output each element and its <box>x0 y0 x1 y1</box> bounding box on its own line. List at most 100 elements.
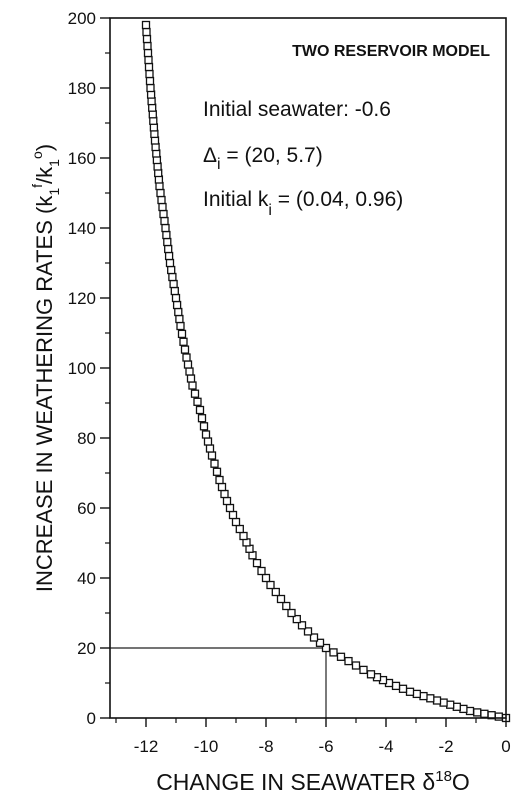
data-point <box>336 652 346 661</box>
data-point-marker <box>142 34 152 44</box>
x-axis-ticks: -12 -10 -8 -6 -4 -2 0 <box>115 718 511 756</box>
data-point <box>207 451 217 460</box>
data-point-marker <box>329 648 338 657</box>
y-axis-title-main: INCREASE IN WEATHERING RATES (k <box>32 195 57 592</box>
y-tick-label: 60 <box>77 499 96 518</box>
data-point <box>182 353 191 362</box>
data-point-marker <box>261 573 271 583</box>
annotation-delta-subscript: i <box>217 156 221 173</box>
data-point-marker <box>148 103 157 112</box>
y-tick-label: 140 <box>68 219 96 238</box>
data-point-marker <box>157 195 166 205</box>
data-point-marker <box>212 467 222 476</box>
y-axis-title-superscript-1: f <box>29 184 45 188</box>
annotation-initial-k: Initial ki = (0.04, 0.96) <box>203 188 403 219</box>
data-point-marker <box>210 459 219 468</box>
y-tick-label: 40 <box>77 569 96 588</box>
data-point <box>297 621 307 630</box>
annotation-initial-k-prefix: Initial k <box>203 188 269 211</box>
annotation-delta-symbol: Δ <box>203 144 217 167</box>
y-tick-label: 160 <box>68 149 96 168</box>
x-axis-title: CHANGE IN SEAWATER δ18O <box>156 768 470 795</box>
data-point <box>276 594 286 604</box>
data-point-marker <box>143 41 152 51</box>
data-point-marker <box>252 558 262 568</box>
data-point-marker <box>148 110 157 119</box>
data-point-marker <box>163 237 172 247</box>
data-point-marker <box>179 337 188 346</box>
data-point-marker <box>494 712 503 721</box>
x-tick-label: -10 <box>194 737 219 756</box>
data-point-marker <box>172 300 182 310</box>
data-point-marker <box>359 665 368 675</box>
x-tick-label: -8 <box>258 737 273 756</box>
annotation-initial-seawater: Initial seawater: -0.6 <box>203 98 391 121</box>
data-point-marker <box>158 202 167 212</box>
data-point <box>176 321 185 331</box>
data-point <box>188 381 197 390</box>
x-axis-title-main: CHANGE IN SEAWATER δ <box>156 769 435 795</box>
data-point <box>405 687 415 696</box>
x-tick-label: -4 <box>378 737 393 756</box>
data-point-marker <box>205 444 215 453</box>
x-tick-label: 0 <box>501 737 510 756</box>
data-point <box>141 20 151 30</box>
data-point <box>351 661 361 670</box>
data-point <box>195 405 205 415</box>
data-curve <box>145 24 507 719</box>
data-point-marker <box>175 314 184 324</box>
data-point-marker <box>156 188 165 198</box>
plot-frame <box>109 17 507 719</box>
data-point-marker <box>271 587 280 597</box>
data-point-marker <box>344 656 353 666</box>
data-markers <box>141 20 511 723</box>
data-point-marker <box>167 265 176 275</box>
y-axis-title: INCREASE IN WEATHERING RATES (k1f/k1o) <box>29 144 62 592</box>
x-axis-title-tail: O <box>452 769 470 795</box>
data-point-marker <box>185 367 194 376</box>
y-tick-label: 0 <box>87 709 96 728</box>
data-point-marker <box>183 360 193 369</box>
y-tick-label: 200 <box>68 9 96 28</box>
annotation-initial-k-value: = (0.04, 0.96) <box>272 188 403 211</box>
data-point-marker <box>473 708 482 717</box>
data-point <box>287 608 296 618</box>
data-point-marker <box>164 244 173 254</box>
data-point <box>266 580 275 590</box>
y-axis-ticks: 0 20 40 60 80 100 120 140 160 180 200 <box>68 9 110 728</box>
data-point-marker <box>199 422 209 431</box>
data-point-marker <box>412 689 421 699</box>
y-tick-label: 80 <box>77 429 96 448</box>
data-point-marker <box>303 627 313 636</box>
data-point-marker <box>235 524 244 534</box>
data-point-marker <box>180 345 190 354</box>
data-point-marker <box>169 279 178 289</box>
data-point-marker <box>162 230 171 240</box>
y-axis-title-tail: ) <box>32 144 57 151</box>
data-point <box>222 496 232 506</box>
data-point <box>257 566 266 576</box>
data-point-marker <box>228 510 238 520</box>
data-point-marker <box>174 307 183 317</box>
data-point <box>215 475 224 485</box>
x-axis-title-superscript: 18 <box>435 768 452 785</box>
data-point <box>239 531 248 541</box>
data-point-marker <box>225 503 235 513</box>
data-point-marker <box>177 329 187 339</box>
data-point-marker <box>168 272 177 282</box>
y-axis-title-superscript-2: o <box>29 151 45 159</box>
data-point-marker <box>426 694 435 703</box>
data-point <box>146 83 155 93</box>
data-point-marker <box>190 389 200 398</box>
data-point-marker <box>186 374 196 383</box>
y-axis-title-subscript-2: 1 <box>46 159 62 167</box>
data-point <box>432 696 442 705</box>
data-point <box>201 430 211 439</box>
data-point <box>165 258 175 268</box>
data-point <box>161 223 170 233</box>
y-axis-title-subscript-1: 1 <box>46 188 62 196</box>
data-point-marker <box>391 681 401 691</box>
data-point-marker <box>282 601 291 611</box>
series-line <box>145 24 507 719</box>
